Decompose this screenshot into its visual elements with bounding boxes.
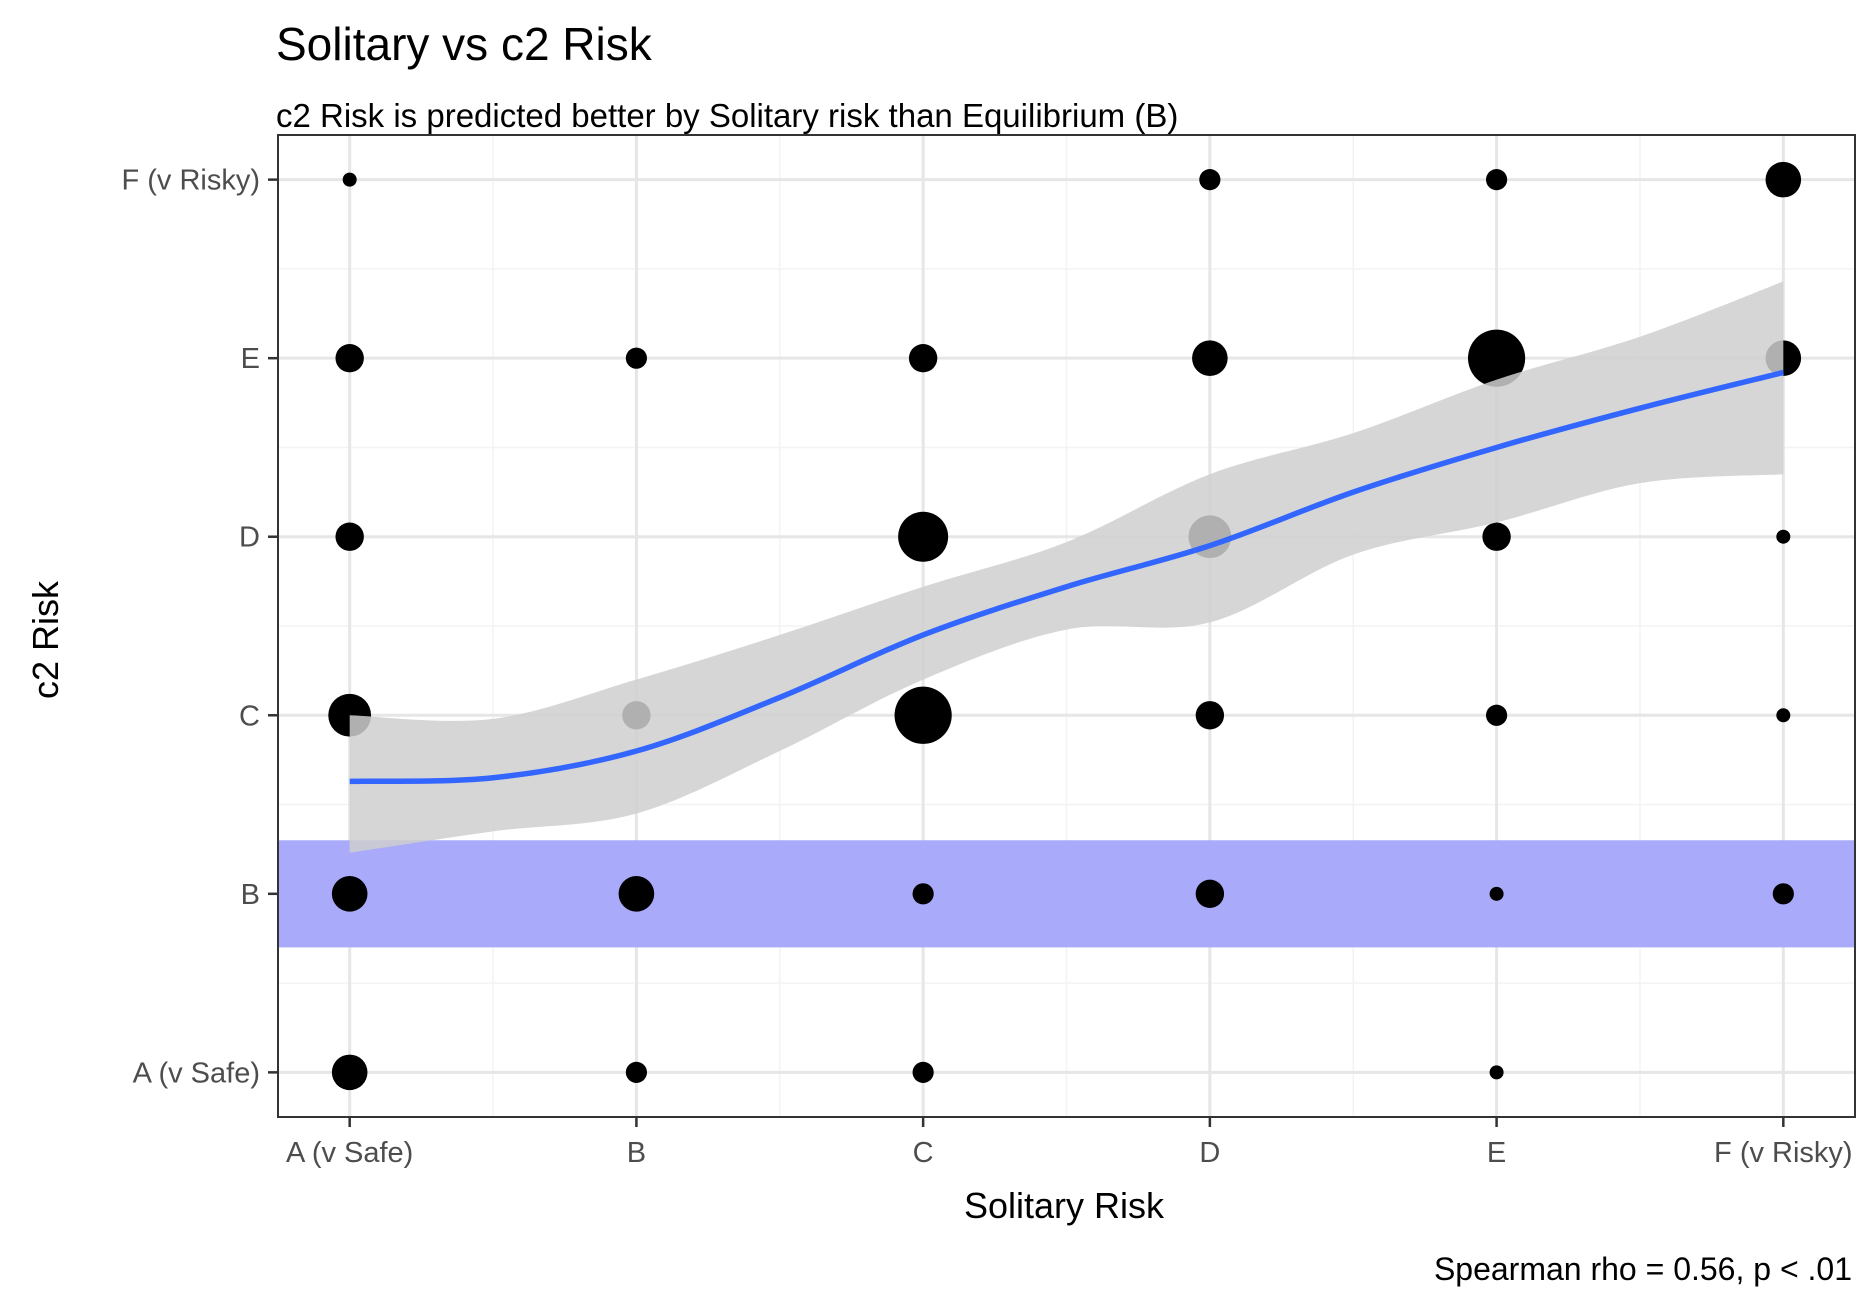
data-point xyxy=(1467,329,1526,387)
data-point xyxy=(1765,161,1802,198)
data-point xyxy=(1482,522,1511,551)
data-point xyxy=(618,876,655,912)
data-point xyxy=(625,1061,648,1083)
x-tick-label: F (v Risky) xyxy=(1714,1137,1853,1169)
data-point xyxy=(1192,340,1228,376)
x-axis-title: Solitary Risk xyxy=(964,1185,1165,1226)
chart-subtitle: c2 Risk is predicted better by Solitary … xyxy=(276,97,1178,134)
data-point xyxy=(331,876,368,912)
x-tick-label: E xyxy=(1487,1137,1506,1169)
data-point xyxy=(1489,886,1504,901)
data-point xyxy=(898,511,949,562)
y-axis-title: c2 Risk xyxy=(25,580,66,699)
data-point xyxy=(908,343,938,373)
data-point xyxy=(1195,879,1225,909)
y-tick-label: E xyxy=(241,343,260,375)
data-point xyxy=(912,1061,934,1083)
chart-title: Solitary vs c2 Risk xyxy=(276,18,653,70)
data-point xyxy=(1199,169,1221,191)
data-point xyxy=(894,686,952,744)
data-point xyxy=(912,883,934,905)
data-point xyxy=(335,522,364,551)
y-tick-label: D xyxy=(239,522,260,554)
x-tick-label: D xyxy=(1199,1137,1220,1169)
y-tick-label: A (v Safe) xyxy=(133,1057,260,1089)
data-point xyxy=(625,347,648,369)
data-point xyxy=(1485,704,1508,726)
data-point xyxy=(335,343,364,373)
confidence-ribbon xyxy=(349,281,1784,853)
y-tick-label: F (v Risky) xyxy=(121,165,260,197)
data-point xyxy=(1485,169,1508,191)
data-point xyxy=(1195,701,1225,730)
plot-area: A (v Safe) B C D E F (v Risky) A (v Safe) B C D E F… xyxy=(121,134,1856,1169)
x-tick-label: A (v Safe) xyxy=(286,1137,413,1169)
data-point xyxy=(342,172,357,187)
data-point xyxy=(1489,1065,1504,1080)
data-point xyxy=(1772,883,1794,905)
x-tick-label: B xyxy=(627,1137,646,1169)
reference-band xyxy=(278,840,1855,948)
x-tick-label: C xyxy=(913,1137,934,1169)
chart-caption: Spearman rho = 0.56, p < .01 xyxy=(1434,1251,1852,1287)
smooth-line xyxy=(349,369,1784,785)
y-tick-label: C xyxy=(239,700,260,732)
data-point xyxy=(1776,708,1791,723)
panel-border xyxy=(277,134,1856,1118)
data-point xyxy=(331,1054,368,1091)
data-point xyxy=(1776,529,1791,544)
y-tick-label: B xyxy=(241,879,260,911)
